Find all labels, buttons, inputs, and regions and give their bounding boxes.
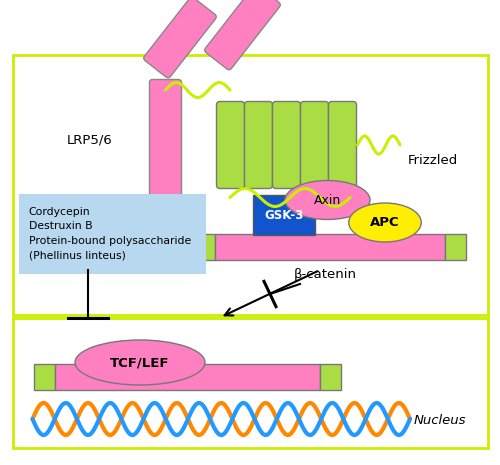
Ellipse shape <box>75 340 205 385</box>
Text: GSK-3: GSK-3 <box>264 208 304 221</box>
FancyBboxPatch shape <box>300 101 328 188</box>
FancyBboxPatch shape <box>150 80 182 231</box>
Text: Axin: Axin <box>314 193 341 206</box>
Text: Frizzled: Frizzled <box>408 153 458 166</box>
Text: LRP5/6: LRP5/6 <box>67 133 113 146</box>
FancyBboxPatch shape <box>152 239 178 253</box>
Ellipse shape <box>349 203 421 242</box>
FancyBboxPatch shape <box>215 234 445 260</box>
FancyBboxPatch shape <box>20 195 205 272</box>
FancyBboxPatch shape <box>244 101 272 188</box>
Text: Nucleus: Nucleus <box>414 413 467 426</box>
FancyBboxPatch shape <box>216 101 244 188</box>
FancyBboxPatch shape <box>194 234 215 260</box>
Text: β-catenin: β-catenin <box>294 267 356 280</box>
FancyBboxPatch shape <box>144 0 216 78</box>
FancyBboxPatch shape <box>152 227 178 239</box>
Text: TCF/LEF: TCF/LEF <box>110 356 170 369</box>
FancyBboxPatch shape <box>320 364 341 390</box>
FancyBboxPatch shape <box>328 101 356 188</box>
FancyBboxPatch shape <box>34 364 55 390</box>
FancyBboxPatch shape <box>252 195 315 235</box>
FancyBboxPatch shape <box>204 0 281 70</box>
FancyBboxPatch shape <box>272 101 300 188</box>
Ellipse shape <box>285 180 370 219</box>
FancyBboxPatch shape <box>55 364 320 390</box>
FancyBboxPatch shape <box>152 253 178 272</box>
FancyBboxPatch shape <box>445 234 466 260</box>
Text: Cordycepin
Destruxin B
Protein-bound polysaccharide
(Phellinus linteus): Cordycepin Destruxin B Protein-bound pol… <box>28 206 191 261</box>
Text: APC: APC <box>370 216 400 229</box>
